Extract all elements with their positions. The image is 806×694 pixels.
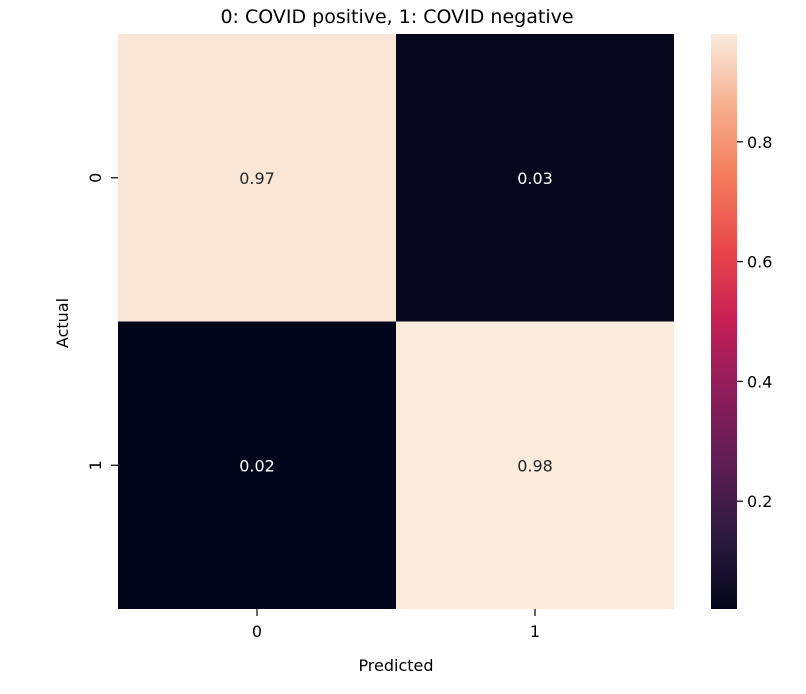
heatmap-cell-0-0	[118, 34, 396, 322]
cell-label-0-1: 0.03	[517, 169, 553, 188]
colorbar-tick-label-3: 0.8	[747, 133, 772, 152]
colorbar-tick-label-1: 0.4	[747, 372, 772, 391]
colorbar-tick-label-2: 0.6	[747, 253, 772, 272]
colorbar-tick-label-0: 0.2	[747, 492, 772, 511]
colorbar	[711, 34, 737, 609]
x-tick-label-0: 0	[252, 622, 262, 641]
y-axis-ticks: 01	[86, 173, 118, 470]
heatmap-cell-1-1	[396, 321, 674, 609]
cell-label-1-1: 0.98	[517, 456, 553, 475]
heatmap-cells	[118, 34, 674, 609]
x-axis-label: Predicted	[358, 656, 433, 675]
cell-label-1-0: 0.02	[239, 456, 275, 475]
colorbar-ticks: 0.2 0.4 0.6 0.8	[737, 133, 772, 511]
heatmap-cell-0-1	[396, 34, 674, 322]
chart-title: 0: COVID positive, 1: COVID negative	[220, 6, 573, 28]
y-tick-label-1: 1	[86, 460, 105, 470]
x-tick-label-1: 1	[530, 622, 540, 641]
cell-label-0-0: 0.97	[239, 169, 275, 188]
y-axis-label: Actual	[53, 298, 72, 348]
y-tick-label-0: 0	[86, 173, 105, 183]
heatmap-cell-labels: 0.97 0.03 0.02 0.98	[239, 169, 553, 476]
heatmap-cell-1-0	[118, 321, 396, 609]
